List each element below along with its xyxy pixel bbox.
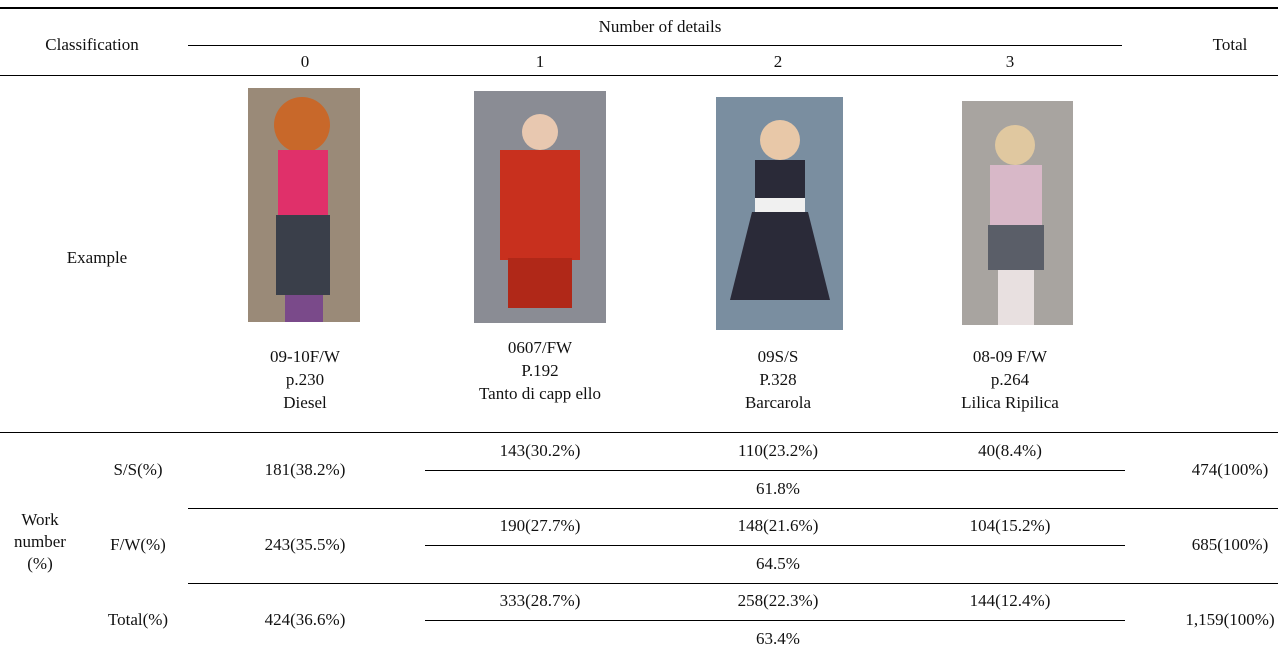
table-cell: 190(27.7%) xyxy=(500,516,581,536)
photo-caption: p.230 xyxy=(286,370,324,390)
photo-caption: Barcarola xyxy=(745,393,811,413)
rule xyxy=(188,45,1122,46)
table-cell: 40(8.4%) xyxy=(978,441,1042,461)
photo xyxy=(248,88,360,322)
header-cell: Classification xyxy=(45,35,138,55)
column-header: 0 xyxy=(301,52,310,72)
row-group-label: number xyxy=(14,532,66,552)
photo-caption: p.264 xyxy=(991,370,1029,390)
rule xyxy=(425,470,1125,471)
table-cell: 258(22.3%) xyxy=(738,591,819,611)
table-cell: 685(100%) xyxy=(1192,535,1268,555)
row-label: F/W(%) xyxy=(110,535,166,555)
rule xyxy=(425,545,1125,546)
rule xyxy=(0,75,1278,76)
table-cell: 333(28.7%) xyxy=(500,591,581,611)
row-label: Example xyxy=(67,248,127,268)
photo-caption: P.328 xyxy=(759,370,796,390)
column-header: 2 xyxy=(774,52,783,72)
rule xyxy=(188,508,1278,509)
rule xyxy=(0,432,1278,433)
row-label: S/S(%) xyxy=(113,460,162,480)
photo xyxy=(474,91,606,323)
column-header: 3 xyxy=(1006,52,1015,72)
table-cell: 104(15.2%) xyxy=(970,516,1051,536)
table-cell: 424(36.6%) xyxy=(265,610,346,630)
photo-caption: 0607/FW xyxy=(508,338,572,358)
table-cell: 144(12.4%) xyxy=(970,591,1051,611)
table-page: Classification Number of details Total 0 1 2 3… xyxy=(0,0,1278,651)
photo-caption: Tanto di capp ello xyxy=(479,384,601,404)
header-cell: Number of details xyxy=(599,17,722,37)
photo-caption: P.192 xyxy=(521,361,558,381)
photo-caption: Diesel xyxy=(283,393,326,413)
row-group-label: Work xyxy=(21,510,58,530)
rule xyxy=(0,7,1278,9)
table-cell: 64.5% xyxy=(756,554,800,574)
photo-caption: 08-09 F/W xyxy=(973,347,1047,367)
rule xyxy=(188,583,1278,584)
column-header: 1 xyxy=(536,52,545,72)
rule xyxy=(425,620,1125,621)
header-cell: Total xyxy=(1213,35,1248,55)
table-cell: 143(30.2%) xyxy=(500,441,581,461)
table-cell: 148(21.6%) xyxy=(738,516,819,536)
table-cell: 61.8% xyxy=(756,479,800,499)
photo xyxy=(716,97,843,330)
table-cell: 63.4% xyxy=(756,629,800,649)
table-cell: 243(35.5%) xyxy=(265,535,346,555)
row-label: Total(%) xyxy=(108,610,168,630)
row-group-label: (%) xyxy=(27,554,52,574)
table-cell: 1,159(100%) xyxy=(1185,610,1274,630)
table-cell: 474(100%) xyxy=(1192,460,1268,480)
photo xyxy=(962,101,1073,325)
photo-caption: 09-10F/W xyxy=(270,347,340,367)
table-cell: 110(23.2%) xyxy=(738,441,818,461)
photo-caption: 09S/S xyxy=(758,347,799,367)
table-cell: 181(38.2%) xyxy=(265,460,346,480)
example-photos xyxy=(0,0,1278,651)
photo-caption: Lilica Ripilica xyxy=(961,393,1059,413)
